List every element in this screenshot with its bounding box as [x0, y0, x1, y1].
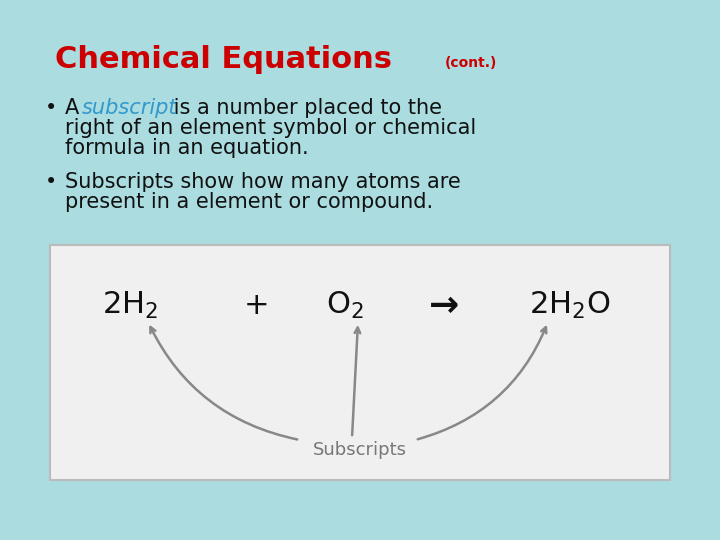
Text: $\mathregular{\rightarrow}$: $\mathregular{\rightarrow}$: [421, 288, 459, 322]
Text: right of an element symbol or chemical: right of an element symbol or chemical: [65, 118, 476, 138]
Text: present in a element or compound.: present in a element or compound.: [65, 192, 433, 212]
Text: Subscripts: Subscripts: [313, 441, 407, 459]
Text: $\mathregular{2H_2O}$: $\mathregular{2H_2O}$: [529, 289, 611, 321]
Text: •: •: [45, 172, 58, 192]
Text: Subscripts show how many atoms are: Subscripts show how many atoms are: [65, 172, 461, 192]
Text: formula in an equation.: formula in an equation.: [65, 138, 309, 158]
Text: •: •: [45, 98, 58, 118]
Text: $\mathregular{2H_2}$: $\mathregular{2H_2}$: [102, 289, 158, 321]
Text: $\mathregular{O_2}$: $\mathregular{O_2}$: [326, 289, 364, 321]
Text: subscript: subscript: [82, 98, 178, 118]
Text: $\mathregular{+}$: $\mathregular{+}$: [243, 291, 267, 320]
Text: (cont.): (cont.): [445, 56, 498, 70]
Text: Chemical Equations: Chemical Equations: [55, 45, 392, 75]
Text: A: A: [65, 98, 86, 118]
FancyBboxPatch shape: [50, 245, 670, 480]
Text: is a number placed to the: is a number placed to the: [167, 98, 442, 118]
